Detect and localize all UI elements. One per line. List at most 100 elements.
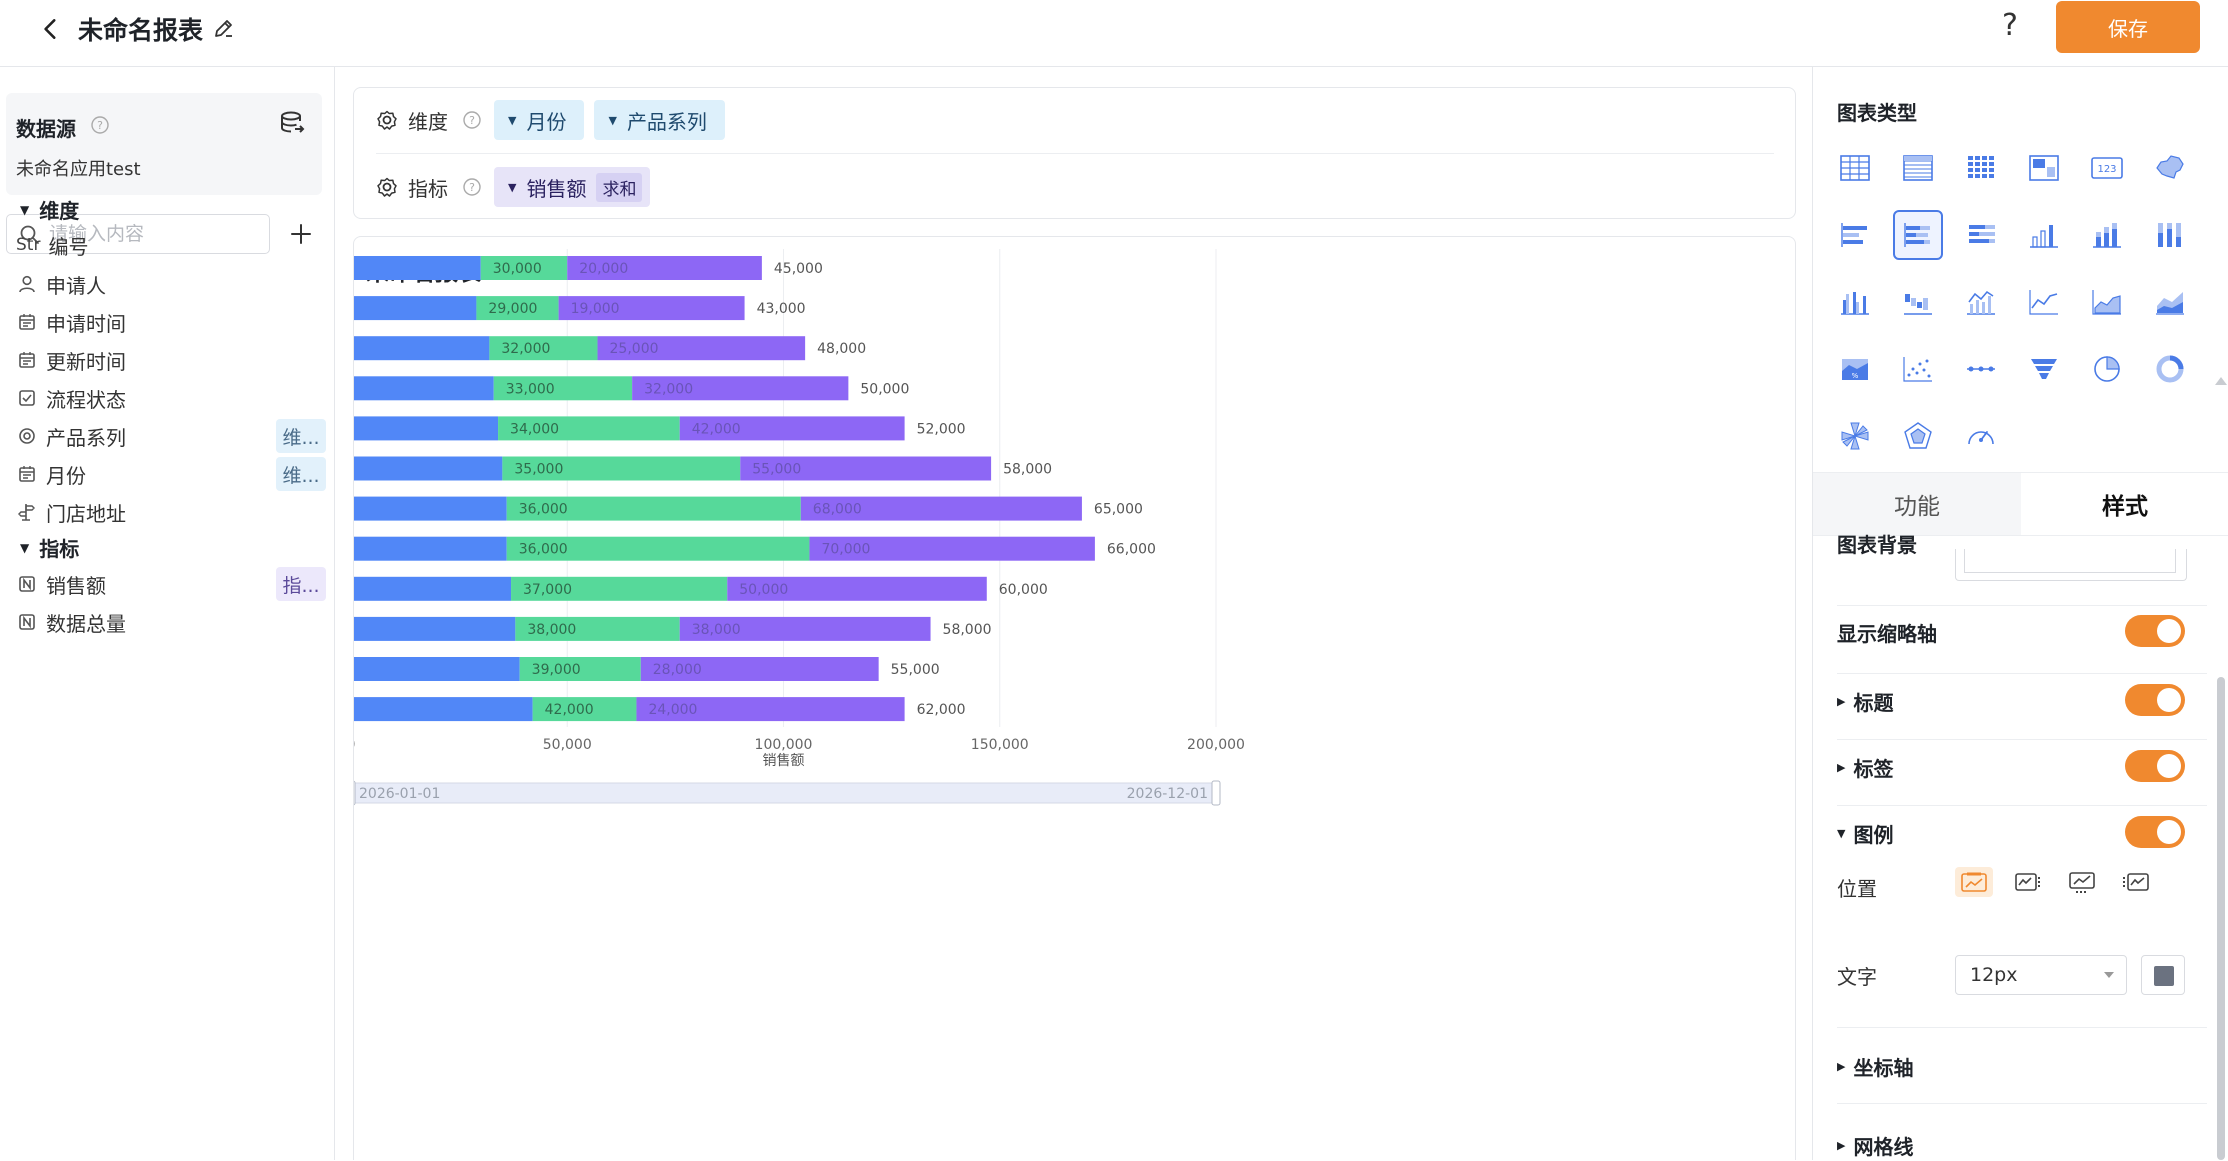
chart-type-column-percent-icon[interactable] — [2145, 210, 2195, 260]
data-label: 70,000 — [821, 542, 870, 558]
chart-type-column-stacked-icon[interactable] — [2082, 210, 2132, 260]
chart-type-windmill-icon[interactable] — [1830, 411, 1880, 461]
divider — [1837, 673, 2207, 674]
field-item-product-series[interactable]: 产品系列 维... — [16, 419, 326, 453]
dimensions-section-header[interactable]: ▼ 维度 — [20, 195, 79, 224]
help-circle-icon[interactable]: ? — [462, 110, 482, 130]
chart-type-area-icon[interactable] — [2082, 277, 2132, 327]
chart-type-area-stacked-icon[interactable] — [2145, 277, 2195, 327]
data-label: 30,000 — [493, 261, 542, 277]
chart-type-radar-icon[interactable] — [1893, 411, 1943, 461]
bar-segment-fruit-tea — [493, 376, 633, 401]
chart-type-detail-table-icon[interactable] — [1893, 143, 1943, 193]
panel-scrollbar[interactable] — [2217, 677, 2225, 1160]
chart-type-bar-horizontal-percent-icon[interactable] — [1956, 210, 2006, 260]
chart-type-column-icon[interactable] — [2019, 210, 2069, 260]
chart-type-bar-horizontal-stacked-icon[interactable] — [1893, 210, 1943, 260]
data-label: 32,000 — [501, 341, 550, 357]
edit-pencil-icon[interactable] — [212, 16, 236, 40]
chart-background-input[interactable] — [1955, 549, 2187, 581]
back-arrow-icon[interactable] — [38, 16, 64, 42]
show-zoom-axis-toggle[interactable] — [2125, 615, 2185, 647]
dimension-chip-product-series[interactable]: ▼ 产品系列 — [594, 100, 725, 140]
tab-function[interactable]: 功能 — [1813, 473, 2021, 535]
labels-section-row[interactable]: ▶ 标签 — [1837, 753, 2197, 782]
bar-segment-fruit-tea — [506, 496, 801, 521]
gridline-section-row[interactable]: ▶ 网格线 — [1837, 1131, 2197, 1160]
labels-toggle[interactable] — [2125, 750, 2185, 782]
legend-position-left-icon[interactable] — [2117, 867, 2155, 897]
field-item-store-address[interactable]: 门店地址 — [16, 495, 326, 529]
help-circle-icon[interactable]: ? — [462, 177, 482, 197]
toggle-knob — [2157, 688, 2181, 712]
field-item-data-count[interactable]: 数据总量 — [16, 605, 326, 639]
field-search-input[interactable] — [49, 217, 263, 251]
chart-type-waterfall-icon[interactable] — [1893, 277, 1943, 327]
chart-type-column-line-icon[interactable] — [1956, 277, 2006, 327]
bar-segment-fruit-tea — [515, 616, 680, 641]
field-item-apply-time[interactable]: 申请时间 — [16, 305, 326, 339]
svg-text:?: ? — [469, 114, 475, 127]
chart-type-map-icon[interactable] — [2145, 143, 2195, 193]
title-toggle[interactable] — [2125, 684, 2185, 716]
help-circle-icon[interactable]: ? — [90, 115, 110, 135]
legend-font-size-select[interactable]: 12px — [1955, 955, 2127, 995]
tab-style[interactable]: 样式 — [2021, 473, 2228, 535]
legend-text-color-picker[interactable] — [2141, 955, 2185, 995]
chart-type-table-icon[interactable] — [1830, 143, 1880, 193]
dimension-config-label: 维度 — [408, 109, 448, 134]
field-item-applicant[interactable]: 申请人 — [16, 267, 326, 301]
chart-type-timeline-icon[interactable] — [1956, 344, 2006, 394]
field-item-process-status[interactable]: 流程状态 — [16, 381, 326, 415]
field-label: 申请时间 — [46, 311, 126, 336]
legend-position-right-icon[interactable] — [2009, 867, 2047, 897]
field-item-sales[interactable]: 销售额 指... — [16, 567, 326, 601]
chart-type-funnel-icon[interactable] — [2019, 344, 2069, 394]
indicator-chip-sales[interactable]: ▼ 销售额 求和 — [494, 167, 651, 207]
axis-section-row[interactable]: ▶ 坐标轴 — [1837, 1052, 2197, 1081]
row-label: 图表背景 — [1837, 533, 1917, 557]
dimension-used-tag: 维... — [276, 457, 326, 491]
chart-type-column-grouped-icon[interactable] — [1830, 277, 1880, 327]
chart-type-donut-icon[interactable] — [2145, 344, 2195, 394]
save-button[interactable]: 保存 — [2056, 1, 2200, 53]
left-sidebar: 数据源 ? 未命名应用test ▼ 维度 Str 编号 申请人 申请时间 更新时… — [0, 67, 335, 1160]
field-item-id[interactable]: Str 编号 — [16, 228, 326, 262]
scroll-up-arrow-icon[interactable] — [2215, 377, 2227, 385]
right-config-panel: 图表类型 123% 功能 样式 图表背景 显示缩略轴 ▶ 标题 ▶ 标签 ▼ 图例 位… — [1812, 67, 2228, 1160]
aggregation-badge: 求和 — [596, 172, 643, 202]
indicators-section-header[interactable]: ▼ 指标 — [20, 533, 79, 562]
chart-type-gauge-icon[interactable] — [1956, 411, 2006, 461]
field-search-box[interactable] — [6, 214, 270, 254]
help-icon[interactable]: ? — [2002, 8, 2018, 43]
database-switch-icon[interactable] — [278, 109, 306, 137]
dimension-chip-month[interactable]: ▼ 月份 — [494, 100, 585, 140]
chart-type-area-percent-icon[interactable]: % — [1830, 344, 1880, 394]
caret-down-icon: ▼ — [1837, 827, 1846, 840]
bar-segment-fruit-tea — [519, 657, 641, 681]
dimension-used-tag: 维... — [276, 419, 326, 453]
legend-position-bottom-icon[interactable] — [2063, 867, 2101, 897]
total-label: 43,000 — [757, 301, 806, 317]
bar-segment-milk-tea — [640, 657, 879, 681]
total-label: 66,000 — [1107, 542, 1156, 558]
search-icon — [20, 225, 39, 244]
legend-text-label: 文字 — [1837, 965, 1877, 989]
chart-type-indicator-123-icon[interactable]: 123 — [2082, 143, 2132, 193]
chart-type-pie-icon[interactable] — [2082, 344, 2132, 394]
chart-type-scatter-icon[interactable] — [1893, 344, 1943, 394]
chart-type-cross-table-icon[interactable] — [1956, 143, 2006, 193]
zoom-slider-track — [354, 782, 1217, 804]
field-item-update-time[interactable]: 更新时间 — [16, 343, 326, 377]
zoom-handle-start — [354, 780, 356, 806]
chart-type-line-icon[interactable] — [2019, 277, 2069, 327]
legend-toggle[interactable] — [2125, 816, 2185, 848]
legend-position-top-icon[interactable] — [1955, 867, 1993, 897]
legend-section-row[interactable]: ▼ 图例 — [1837, 819, 2197, 848]
add-plus-icon[interactable] — [288, 221, 314, 247]
title-section-row[interactable]: ▶ 标题 — [1837, 687, 2197, 716]
field-item-month[interactable]: 月份 维... — [16, 457, 326, 491]
chart-type-card-icon[interactable] — [2019, 143, 2069, 193]
field-label: 数据总量 — [46, 611, 126, 636]
chart-type-bar-horizontal-icon[interactable] — [1830, 210, 1880, 260]
